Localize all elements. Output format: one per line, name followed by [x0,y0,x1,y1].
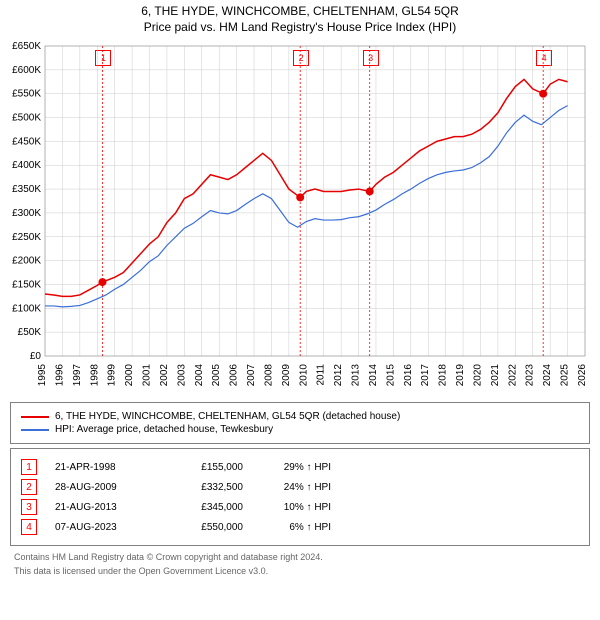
chart-container: 6, THE HYDE, WINCHCOMBE, CHELTENHAM, GL5… [0,0,600,620]
svg-text:1997: 1997 [72,364,83,387]
svg-text:2001: 2001 [142,364,153,387]
svg-text:2016: 2016 [403,364,414,387]
svg-text:2002: 2002 [159,364,170,387]
svg-text:2021: 2021 [490,364,501,387]
sale-flag: 4 [21,519,37,535]
svg-text:£300K: £300K [12,208,41,219]
legend-swatch [21,416,49,418]
svg-text:2008: 2008 [263,364,274,387]
svg-text:2003: 2003 [176,364,187,387]
svg-text:2013: 2013 [351,364,362,387]
svg-text:£250K: £250K [12,232,41,243]
svg-text:2022: 2022 [507,364,518,387]
svg-text:2006: 2006 [229,364,240,387]
sale-pct: 6% ↑ HPI [261,522,331,533]
attribution-line1: Contains HM Land Registry data © Crown c… [0,550,600,564]
svg-text:1998: 1998 [89,364,100,387]
sale-price: £332,500 [168,482,243,493]
legend-swatch [21,429,49,431]
sale-flag: 3 [21,499,37,515]
svg-text:£600K: £600K [12,65,41,76]
svg-text:2015: 2015 [385,364,396,387]
sale-date: 21-AUG-2013 [55,502,150,513]
chart-svg: £0 £50K £100K £150K £200K £250K £300K £350K £400… [0,0,600,400]
sale-flag: 1 [21,459,37,475]
svg-text:1995: 1995 [37,364,48,387]
sale-price: £550,000 [168,522,243,533]
svg-text:2019: 2019 [455,364,466,387]
sale-pct: 29% ↑ HPI [261,462,331,473]
svg-text:2024: 2024 [542,364,553,387]
sale-row: 1 21-APR-1998 £155,000 29% ↑ HPI [21,459,579,475]
svg-text:£50K: £50K [18,327,42,338]
attribution-line2: This data is licensed under the Open Gov… [0,564,600,578]
svg-text:£350K: £350K [12,184,41,195]
svg-text:£200K: £200K [12,256,41,267]
svg-text:2020: 2020 [472,364,483,387]
svg-text:£0: £0 [30,351,42,362]
legend-box: 6, THE HYDE, WINCHCOMBE, CHELTENHAM, GL5… [10,402,590,444]
svg-text:2018: 2018 [438,364,449,387]
svg-text:2023: 2023 [525,364,536,387]
sale-date: 28-AUG-2009 [55,482,150,493]
svg-text:2009: 2009 [281,364,292,387]
sale-pct: 10% ↑ HPI [261,502,331,513]
sale-flag: 2 [21,479,37,495]
svg-text:£450K: £450K [12,136,41,147]
svg-text:2007: 2007 [246,364,257,387]
svg-text:2011: 2011 [316,364,327,386]
svg-text:2010: 2010 [298,364,309,387]
svg-text:£150K: £150K [12,279,41,290]
legend-item: 6, THE HYDE, WINCHCOMBE, CHELTENHAM, GL5… [21,411,579,422]
sale-row: 2 28-AUG-2009 £332,500 24% ↑ HPI [21,479,579,495]
sales-table: 1 21-APR-1998 £155,000 29% ↑ HPI 2 28-AUG-200… [10,448,590,546]
svg-text:2004: 2004 [194,364,205,387]
svg-text:2012: 2012 [333,364,344,387]
svg-text:£650K: £650K [12,41,41,52]
sale-row: 4 07-AUG-2023 £550,000 6% ↑ HPI [21,519,579,535]
sale-date: 21-APR-1998 [55,462,150,473]
svg-text:1999: 1999 [107,364,118,387]
sale-price: £155,000 [168,462,243,473]
svg-text:2026: 2026 [577,364,588,387]
svg-text:2014: 2014 [368,364,379,387]
sale-price: £345,000 [168,502,243,513]
legend-label: 6, THE HYDE, WINCHCOMBE, CHELTENHAM, GL5… [55,411,400,422]
svg-text:2017: 2017 [420,364,431,387]
svg-text:£500K: £500K [12,113,41,124]
svg-text:£550K: £550K [12,89,41,100]
svg-text:2025: 2025 [560,364,571,387]
svg-text:2005: 2005 [211,364,222,387]
svg-text:£100K: £100K [12,303,41,314]
svg-text:2000: 2000 [124,364,135,387]
svg-text:1996: 1996 [54,364,65,387]
legend-item: HPI: Average price, detached house, Tewk… [21,424,579,435]
svg-text:£400K: £400K [12,160,41,171]
sale-date: 07-AUG-2023 [55,522,150,533]
sale-row: 3 21-AUG-2013 £345,000 10% ↑ HPI [21,499,579,515]
legend-label: HPI: Average price, detached house, Tewk… [55,424,273,435]
sale-pct: 24% ↑ HPI [261,482,331,493]
